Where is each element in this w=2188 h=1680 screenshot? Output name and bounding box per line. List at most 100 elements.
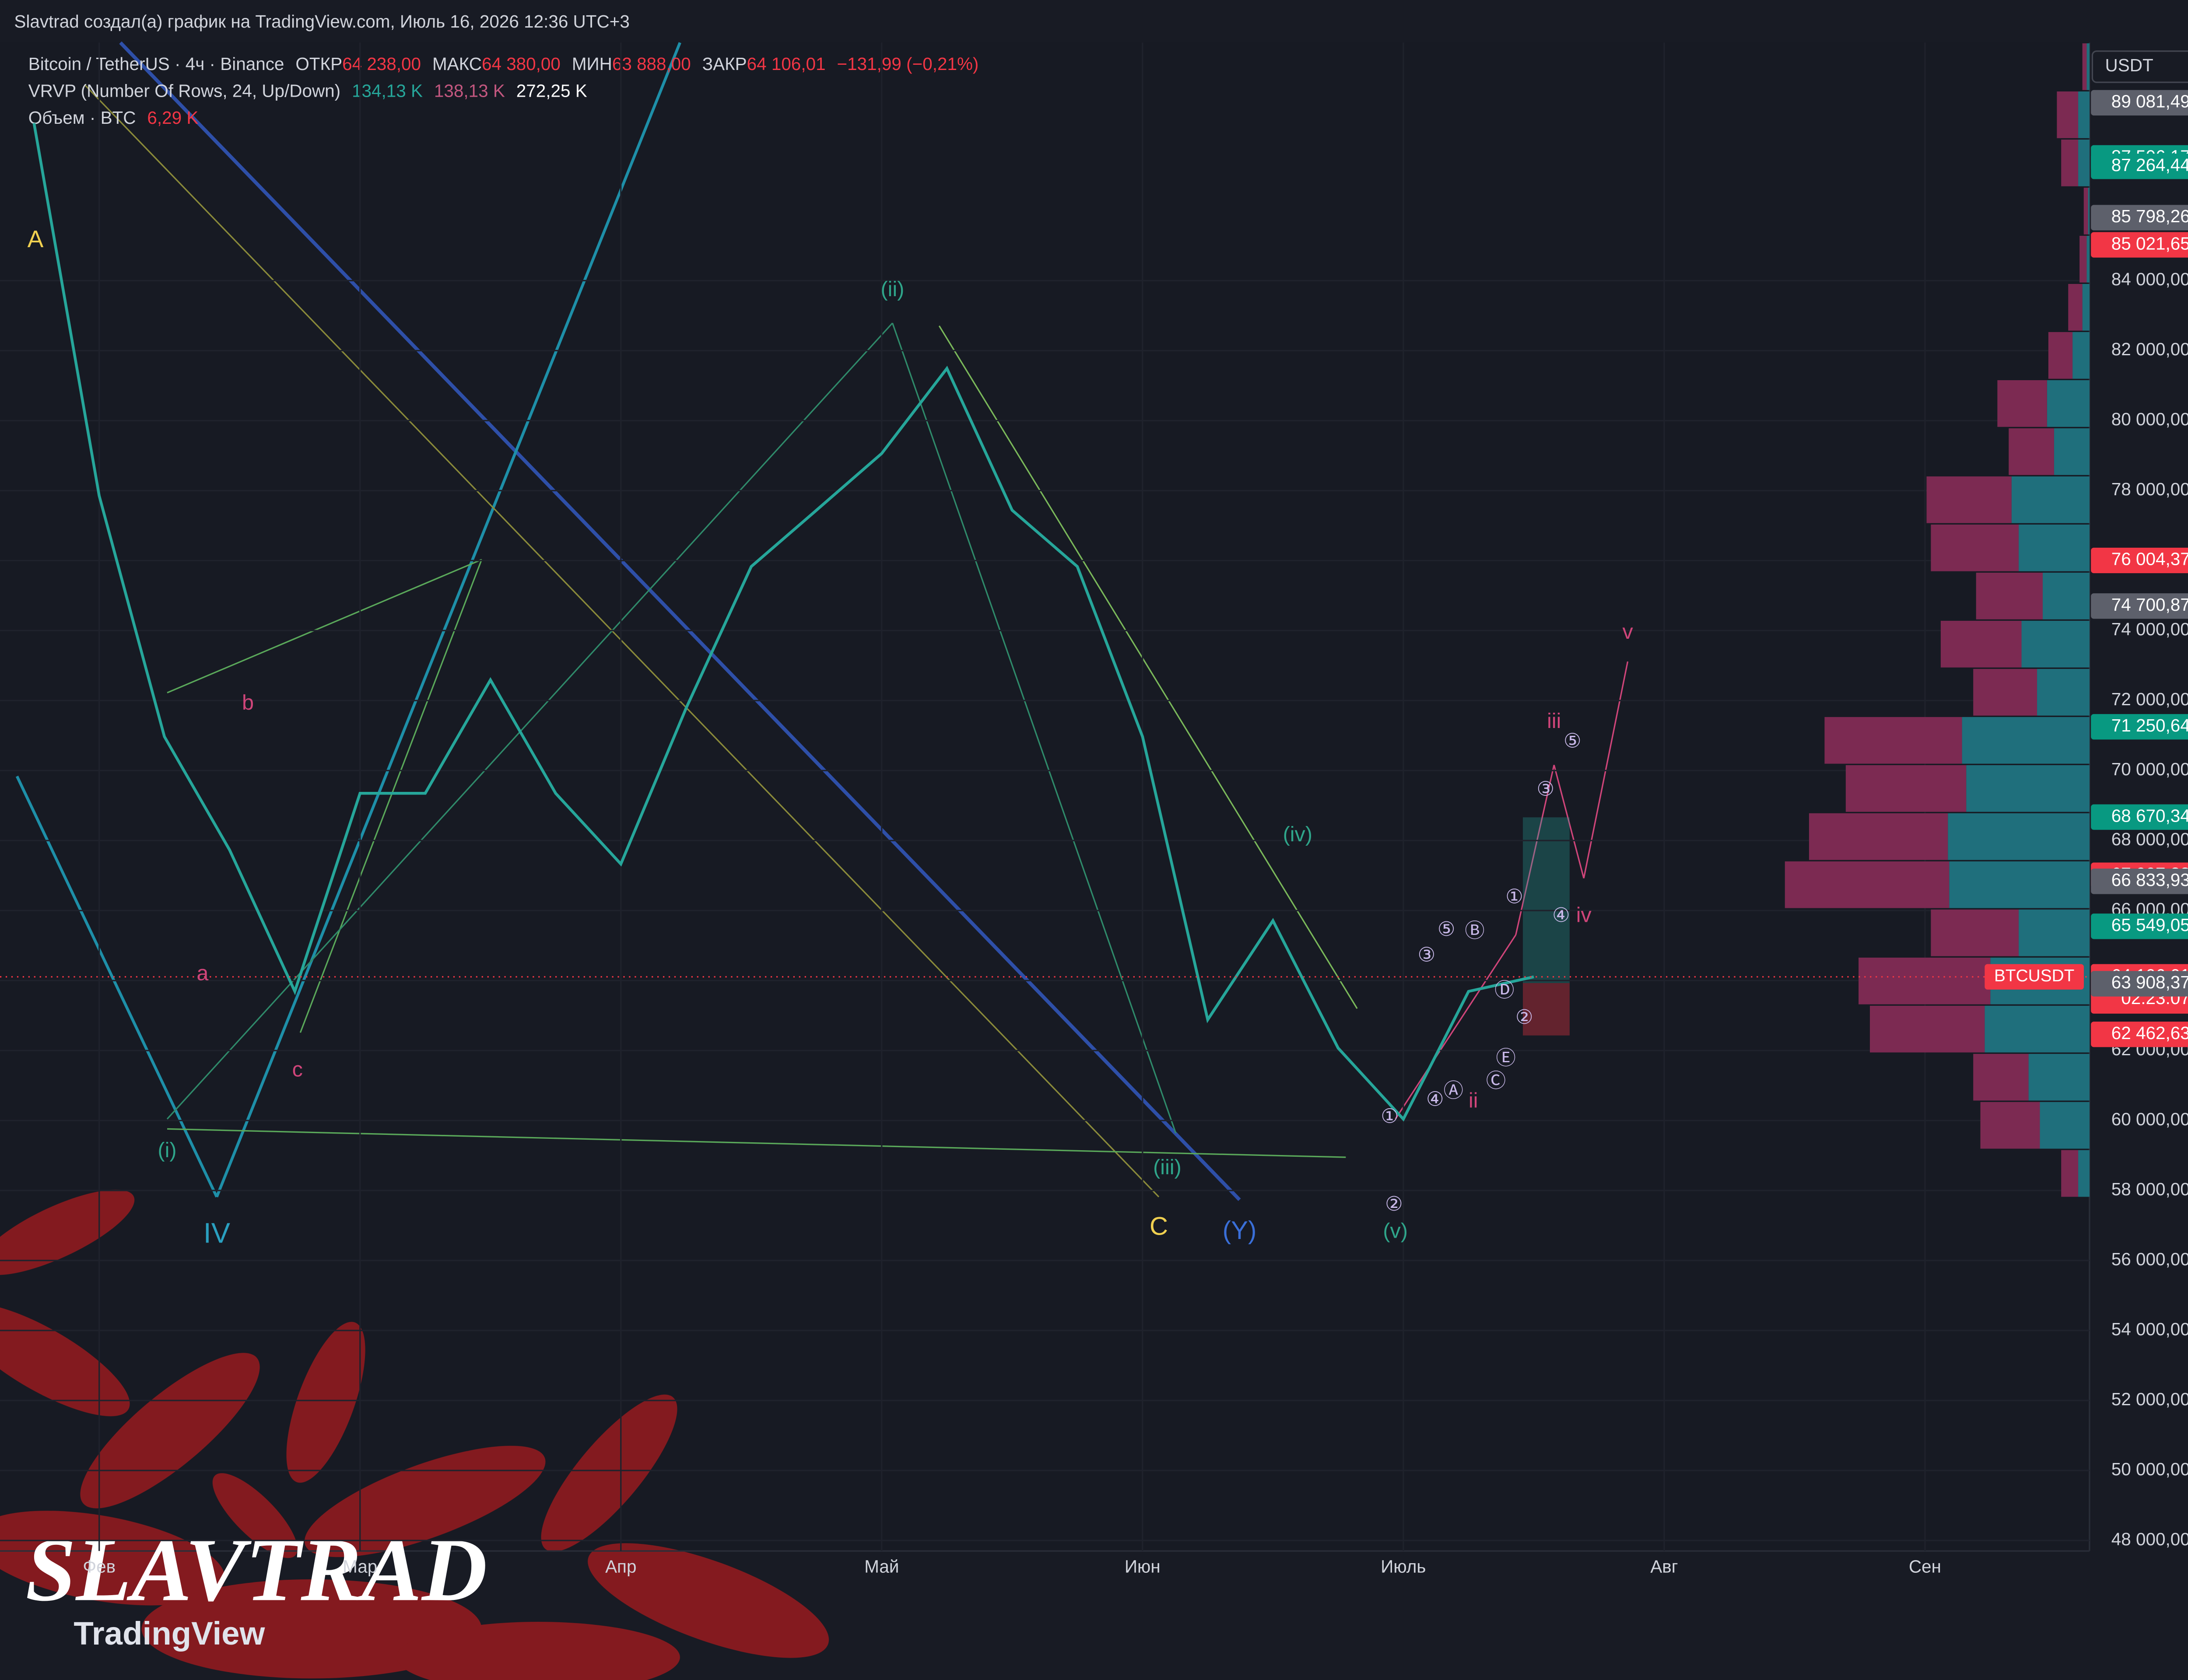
vrvp-down: 138,13 K	[434, 80, 505, 101]
trend-line	[166, 322, 893, 1120]
price-label-box	[2091, 971, 2188, 997]
x-tick-label: Апр	[605, 1557, 636, 1577]
wave-label: (Y)	[1223, 1216, 1257, 1245]
volume-profile-up	[2086, 43, 2090, 90]
trend-line	[1553, 765, 1585, 878]
volume-profile-up	[2072, 332, 2090, 379]
trend-line	[938, 326, 1358, 1009]
currency-box[interactable]	[2091, 50, 2188, 83]
symbol-label-box	[1985, 964, 2084, 990]
change-value: −131,99 (−0,21%)	[837, 54, 979, 74]
plot-area	[0, 42, 2090, 1551]
y-tick-label: 78 000,00	[2111, 479, 2188, 499]
y-tick-label: 50 000,00	[2111, 1459, 2188, 1479]
wave-label: a	[196, 961, 208, 985]
wave-label: (ii)	[881, 277, 905, 301]
volume-profile-down	[1870, 1005, 1985, 1053]
low-label: МИН	[572, 54, 612, 74]
wave-label: IV	[203, 1217, 230, 1249]
volume-profile-down	[1858, 957, 1991, 1004]
volume-profile-up	[2037, 668, 2090, 716]
volume-profile-up	[1966, 765, 2090, 812]
volume-profile-down	[1845, 765, 1967, 812]
wave-label: ④	[1552, 904, 1570, 926]
price-label-box	[2091, 593, 2188, 619]
wave-label: ④	[1426, 1088, 1444, 1110]
price-label: 87 264,44	[2111, 155, 2188, 175]
volume-profile-down	[2082, 43, 2087, 90]
volume-profile-up	[2078, 91, 2090, 138]
long-position-target	[1523, 817, 1570, 983]
volume-profile-up	[2047, 380, 2090, 427]
wave-label: ②	[1515, 1006, 1533, 1028]
volume-profile-down	[1926, 476, 2012, 523]
wave-label: ①	[1381, 1105, 1399, 1127]
volume-profile-up	[2078, 1150, 2090, 1197]
x-tick-label: Фев	[83, 1557, 116, 1577]
volume-profile-down	[1809, 813, 1948, 860]
y-tick-label: 54 000,00	[2111, 1319, 2188, 1339]
wave-label: ii	[1469, 1089, 1478, 1113]
price-label: 65 549,05	[2111, 915, 2188, 935]
wave-label: iii	[1547, 709, 1561, 733]
volume-profile-down	[2009, 428, 2054, 475]
volume-profile-up	[2088, 188, 2090, 234]
open-label: ОТКР	[295, 54, 342, 74]
price-label: 85 798,26	[2111, 206, 2188, 226]
price-label-box	[2091, 714, 2188, 740]
wave-label: ⑤	[1564, 730, 1581, 752]
price-label-box	[2091, 154, 2188, 179]
price-label: 68 670,34	[2111, 805, 2188, 826]
volume-profile-down	[2057, 91, 2079, 138]
volume-profile-down	[1824, 717, 1962, 764]
price-label: 62 462,63	[2111, 1023, 2188, 1043]
close-value: 64 106,01	[747, 54, 826, 74]
trend-line	[167, 1128, 1346, 1158]
trend-line	[891, 322, 1177, 1134]
wave-label: A	[28, 225, 44, 252]
open-value: 64 238,00	[342, 54, 421, 74]
volume-profile-down	[1997, 380, 2047, 427]
wave-label: c	[292, 1057, 303, 1081]
symbol-title: Bitcoin / TetherUS · 4ч · Binance	[28, 54, 284, 74]
wave-label: b	[242, 691, 254, 714]
long-position-stop	[1523, 983, 1570, 1036]
y-tick-label: 84 000,00	[2111, 269, 2188, 289]
volume-profile-down	[1931, 524, 2019, 571]
volume-profile-up	[2086, 236, 2090, 283]
price-label-box	[2091, 232, 2188, 258]
wave-label: (iii)	[1153, 1155, 1182, 1179]
volume-profile-down	[2048, 332, 2073, 379]
volume-value: 6,29 K	[147, 108, 198, 128]
volume-profile-up	[2054, 428, 2090, 475]
wave-label: Ⓒ	[1486, 1070, 1506, 1092]
volume-profile-down	[1973, 1054, 2029, 1101]
price-line	[32, 122, 1534, 1122]
header-text: Slavtrad создал(а) график на TradingView…	[14, 11, 629, 32]
x-tick-label: Май	[864, 1557, 899, 1577]
volume-profile-up	[2028, 1054, 2090, 1101]
y-tick-label: 48 000,00	[2111, 1529, 2188, 1549]
vrvp-title: VRVP (Number Of Rows, 24, Up/Down)	[28, 80, 340, 101]
volume-title: Объем · BTC	[28, 108, 136, 128]
wave-label: (iv)	[1283, 822, 1312, 846]
price-label: 76 004,37	[2111, 549, 2188, 569]
price-label: 63 908,37	[2111, 972, 2188, 992]
trend-line	[119, 41, 1241, 1201]
legend-ohlc: Bitcoin / TetherUS · 4ч · Binance ОТКР64 …	[28, 54, 979, 74]
author-watermark: SLAVTRAD	[25, 1519, 487, 1620]
volume-profile-up	[2042, 572, 2090, 620]
volume-profile-down	[1931, 909, 2019, 956]
x-tick-label: Июн	[1125, 1557, 1161, 1577]
trend-line	[84, 84, 1160, 1197]
volume-profile-up	[1985, 1005, 2090, 1053]
currency-label[interactable]: USDT	[2105, 55, 2153, 75]
wave-label: ③	[1418, 943, 1436, 966]
wave-label: ⑤	[1438, 918, 1455, 940]
vrvp-up: 134,13 K	[352, 80, 423, 101]
volume-profile-up	[2040, 1102, 2090, 1149]
price-label-box	[2091, 205, 2188, 231]
trend-line	[1395, 934, 1517, 1120]
trend-line	[215, 42, 681, 1197]
